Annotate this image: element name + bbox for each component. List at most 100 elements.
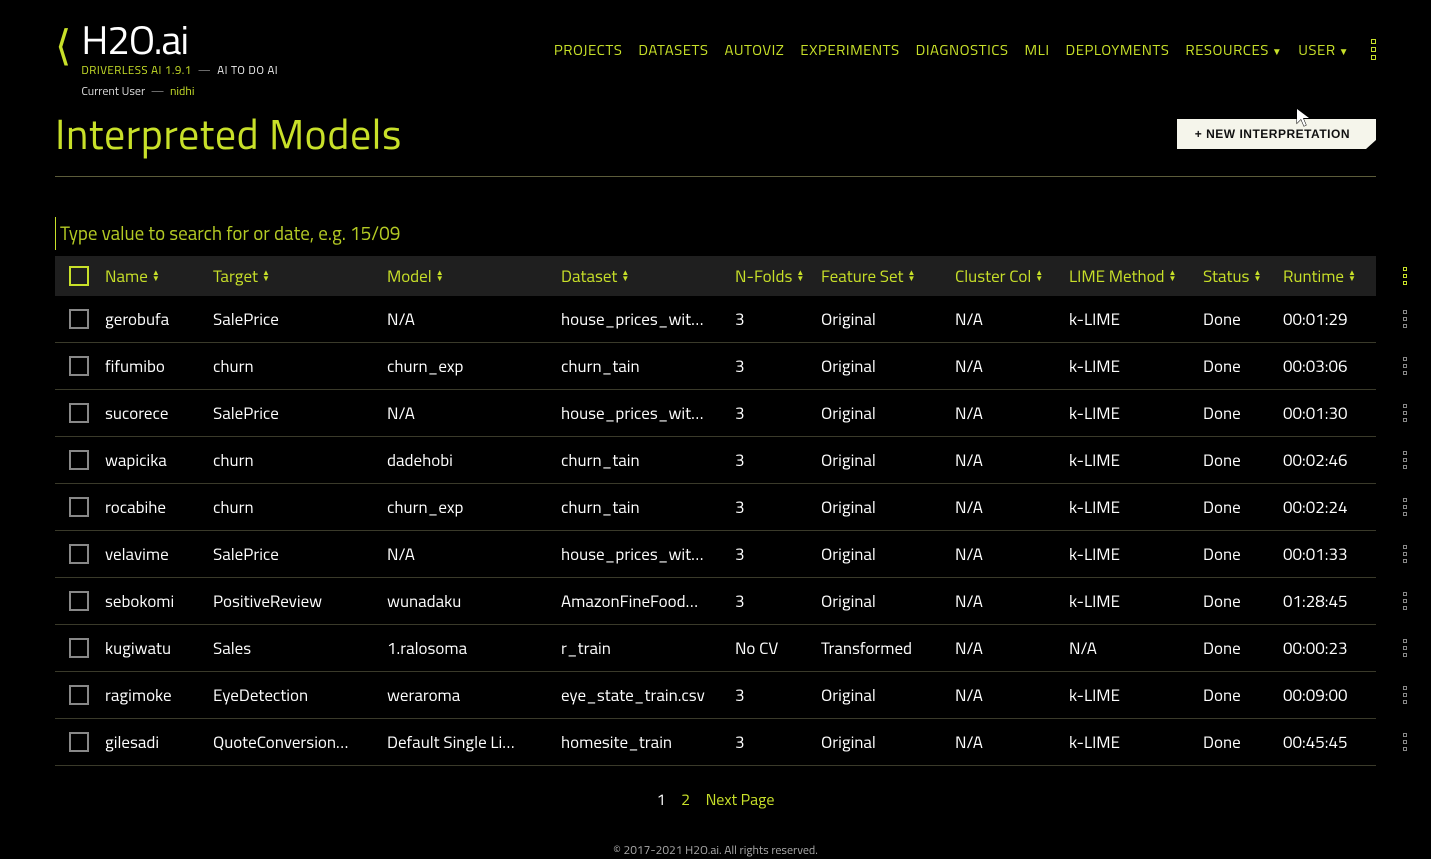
row-actions-icon[interactable] [1393, 639, 1417, 657]
nav-autoviz[interactable]: AUTOVIZ [725, 38, 785, 61]
cell-cluster: N/A [955, 541, 1069, 567]
cell-cluster: N/A [955, 400, 1069, 426]
table-row[interactable]: fifumibochurnchurn_expchurn_tain3Origina… [55, 343, 1376, 390]
col-nfolds-label: N-Folds [735, 263, 792, 289]
nav-experiments[interactable]: EXPERIMENTS [800, 38, 899, 61]
cell-dataset: house_prices_wit… [561, 541, 735, 567]
table-row[interactable]: sebokomiPositiveReviewwunadakuAmazonFine… [55, 578, 1376, 625]
cell-status: Done [1203, 353, 1283, 379]
cell-cluster: N/A [955, 729, 1069, 755]
header-actions-icon[interactable] [1393, 267, 1417, 285]
row-actions-icon[interactable] [1393, 686, 1417, 704]
pagination: 1 2 Next Page [55, 788, 1376, 812]
current-user-line: Current User — nidhi [81, 81, 278, 100]
cell-dataset: r_train [561, 635, 735, 661]
nav-mli[interactable]: MLI [1025, 38, 1050, 61]
cell-name: fifumibo [105, 353, 213, 379]
row-actions-icon[interactable] [1393, 592, 1417, 610]
cell-model: N/A [387, 400, 561, 426]
nav-resources-label: RESOURCES [1185, 38, 1268, 61]
col-lime[interactable]: LIME Method▲▼ [1069, 263, 1203, 289]
row-checkbox[interactable] [69, 638, 89, 658]
table-row[interactable]: sucoreceSalePriceN/Ahouse_prices_wit…3Or… [55, 390, 1376, 437]
search-input[interactable] [55, 217, 1376, 250]
nav-deployments[interactable]: DEPLOYMENTS [1066, 38, 1170, 61]
table-row[interactable]: kugiwatuSales1.ralosomar_trainNo CVTrans… [55, 625, 1376, 672]
cell-lime: k-LIME [1069, 306, 1203, 332]
row-actions-icon[interactable] [1393, 310, 1417, 328]
table-row[interactable]: gilesadiQuoteConversion…Default Single L… [55, 719, 1376, 766]
col-nfolds[interactable]: N-Folds▲▼ [735, 263, 821, 289]
cell-dataset: house_prices_wit… [561, 400, 735, 426]
cell-lime: k-LIME [1069, 729, 1203, 755]
col-status[interactable]: Status▲▼ [1203, 263, 1283, 289]
page-2[interactable]: 2 [681, 788, 690, 812]
back-icon[interactable]: ⟨ [55, 24, 71, 66]
cell-runtime: 00:02:46 [1283, 447, 1393, 473]
cell-name: sebokomi [105, 588, 213, 614]
table-row[interactable]: gerobufaSalePriceN/Ahouse_prices_wit…3Or… [55, 296, 1376, 343]
page-next[interactable]: Next Page [706, 788, 775, 812]
cell-nfolds: 3 [735, 541, 821, 567]
cell-cluster: N/A [955, 588, 1069, 614]
brand-logo[interactable]: H2O.ai [81, 20, 278, 60]
row-checkbox[interactable] [69, 403, 89, 423]
cell-runtime: 00:03:06 [1283, 353, 1393, 379]
col-cluster[interactable]: Cluster Col▲▼ [955, 263, 1069, 289]
row-checkbox[interactable] [69, 685, 89, 705]
row-actions-icon[interactable] [1393, 498, 1417, 516]
cell-feature: Original [821, 400, 955, 426]
col-name[interactable]: Name▲▼ [105, 263, 213, 289]
table-header: Name▲▼ Target▲▼ Model▲▼ Dataset▲▼ N-Fold… [55, 256, 1376, 296]
row-actions-icon[interactable] [1393, 357, 1417, 375]
col-target[interactable]: Target▲▼ [213, 263, 387, 289]
row-actions-icon[interactable] [1393, 733, 1417, 751]
cell-dataset: homesite_train [561, 729, 735, 755]
title-divider [55, 176, 1376, 177]
col-dataset[interactable]: Dataset▲▼ [561, 263, 735, 289]
nav-user[interactable]: USER▼ [1298, 38, 1349, 61]
nav-projects[interactable]: PROJECTS [554, 38, 622, 61]
row-checkbox[interactable] [69, 544, 89, 564]
row-checkbox[interactable] [69, 309, 89, 329]
cell-status: Done [1203, 729, 1283, 755]
table-row[interactable]: rocabihechurnchurn_expchurn_tain3Origina… [55, 484, 1376, 531]
col-model[interactable]: Model▲▼ [387, 263, 561, 289]
table-row[interactable]: velavimeSalePriceN/Ahouse_prices_wit…3Or… [55, 531, 1376, 578]
nav-menu-icon[interactable] [1371, 39, 1376, 60]
row-actions-icon[interactable] [1393, 451, 1417, 469]
nav-datasets[interactable]: DATASETS [638, 38, 708, 61]
nav-diagnostics[interactable]: DIAGNOSTICS [916, 38, 1009, 61]
select-all-checkbox[interactable] [69, 266, 89, 286]
cell-lime: N/A [1069, 635, 1203, 661]
row-checkbox[interactable] [69, 497, 89, 517]
cell-cluster: N/A [955, 353, 1069, 379]
cell-name: kugiwatu [105, 635, 213, 661]
table-row[interactable]: ragimokeEyeDetectionweraromaeye_state_tr… [55, 672, 1376, 719]
row-checkbox[interactable] [69, 591, 89, 611]
version-line: DRIVERLESS AI 1.9.1 — AI TO DO AI [81, 62, 278, 79]
cell-target: PositiveReview [213, 588, 387, 614]
table-row[interactable]: wapicikachurndadehobichurn_tain3Original… [55, 437, 1376, 484]
cell-target: EyeDetection [213, 682, 387, 708]
row-actions-icon[interactable] [1393, 404, 1417, 422]
new-interpretation-button[interactable]: + NEW INTERPRETATION [1177, 119, 1376, 149]
col-cluster-label: Cluster Col [955, 263, 1031, 289]
cell-model: N/A [387, 306, 561, 332]
nav-resources[interactable]: RESOURCES▼ [1185, 38, 1282, 61]
row-checkbox[interactable] [69, 450, 89, 470]
row-checkbox[interactable] [69, 356, 89, 376]
sort-icon: ▲▼ [152, 270, 160, 282]
cell-name: ragimoke [105, 682, 213, 708]
cell-model: Default Single Li… [387, 729, 561, 755]
cell-nfolds: 3 [735, 588, 821, 614]
cell-nfolds: No CV [735, 635, 821, 661]
cell-cluster: N/A [955, 682, 1069, 708]
row-actions-icon[interactable] [1393, 545, 1417, 563]
cell-nfolds: 3 [735, 729, 821, 755]
cell-model: dadehobi [387, 447, 561, 473]
row-checkbox[interactable] [69, 732, 89, 752]
sort-icon: ▲▼ [907, 270, 915, 282]
col-feature[interactable]: Feature Set▲▼ [821, 263, 955, 289]
col-runtime[interactable]: Runtime▲▼ [1283, 263, 1393, 289]
